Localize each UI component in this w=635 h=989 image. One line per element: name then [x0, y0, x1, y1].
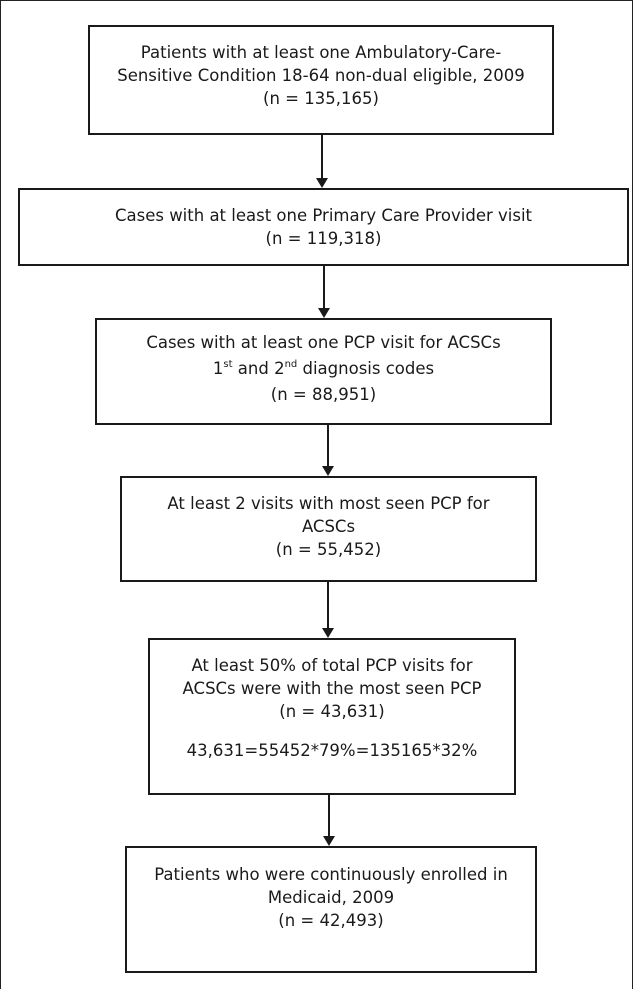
flow-step-1-line-2: Sensitive Condition 18-64 non-dual eligi…: [117, 66, 525, 85]
flow-step-1-line-1: Patients with at least one Ambulatory-Ca…: [140, 43, 502, 62]
flow-step-3-count: (n = 88,951): [270, 385, 377, 404]
flow-step-5: At least 50% of total PCP visits for ACS…: [148, 638, 516, 795]
flow-step-4-line-1: At least 2 visits with most seen PCP for: [167, 494, 490, 513]
flow-step-3: Cases with at least one PCP visit for AC…: [95, 318, 552, 425]
arrow-4-to-5: [321, 582, 335, 638]
flow-step-3-line-2: 1st and 2nd diagnosis codes: [97, 356, 550, 382]
arrow-1-to-2: [315, 135, 329, 188]
flow-step-2: Cases with at least one Primary Care Pro…: [18, 188, 629, 266]
flow-step-6-line-1: Patients who were continuously enrolled …: [154, 865, 508, 884]
flow-step-5-note: 43,631=55452*79%=135165*32%: [186, 741, 478, 760]
diagnosis-codes-text: diagnosis codes: [297, 359, 435, 378]
arrow-5-to-6: [322, 795, 336, 846]
flow-step-3-line-1: Cases with at least one PCP visit for AC…: [146, 333, 501, 352]
flow-step-2-count: (n = 119,318): [265, 229, 382, 248]
flow-step-4-count: (n = 55,452): [275, 540, 382, 559]
flow-step-6-count: (n = 42,493): [278, 911, 384, 930]
flow-step-5-line-2: ACSCs were with the most seen PCP: [182, 679, 482, 698]
flow-step-5-line-1: At least 50% of total PCP visits for: [191, 656, 473, 675]
flow-step-4-line-2: ACSCs: [301, 517, 356, 536]
flow-step-1-count: (n = 135,165): [263, 89, 379, 108]
first-ordinal: 1: [212, 359, 224, 378]
flow-step-6: Patients who were continuously enrolled …: [125, 846, 537, 973]
arrow-3-to-4: [321, 425, 335, 476]
flow-step-2-line-1: Cases with at least one Primary Care Pro…: [114, 206, 533, 225]
flow-step-5-count: (n = 43,631): [279, 702, 385, 721]
second-ordinal: and 2: [232, 359, 285, 378]
first-ordinal-suffix: st: [223, 358, 233, 370]
flow-step-4: At least 2 visits with most seen PCP for…: [120, 476, 537, 582]
flow-step-6-line-2: Medicaid, 2009: [267, 888, 395, 907]
arrow-2-to-3: [317, 266, 331, 318]
second-ordinal-suffix: nd: [284, 358, 298, 370]
flow-step-1: Patients with at least one Ambulatory-Ca…: [88, 25, 554, 135]
